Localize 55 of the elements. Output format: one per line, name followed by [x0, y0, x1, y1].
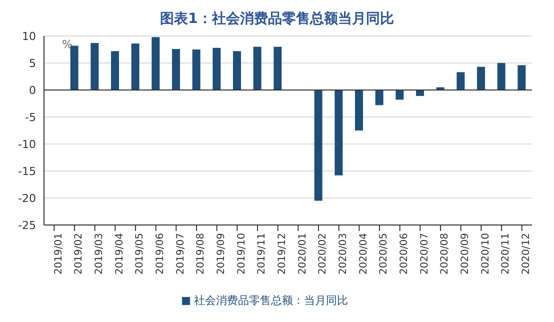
bar [334, 90, 343, 176]
chart-title: 图表1：社会消费品零售总额当月同比 [159, 10, 395, 29]
bar [355, 90, 363, 130]
x-tick-label: 2019/09 [216, 233, 227, 275]
bar [497, 63, 506, 90]
x-tick-label: 2020/05 [378, 233, 390, 275]
bar [477, 66, 485, 90]
bar [274, 46, 282, 90]
x-tick-label: 2020/04 [358, 233, 370, 275]
y-tick-label: 0 [29, 84, 36, 97]
x-tick-label: 2019/07 [175, 233, 186, 275]
bar [152, 37, 160, 90]
x-tick-label: 2020/02 [318, 233, 329, 275]
y-tick-label: -20 [18, 192, 36, 205]
y-tick-label: -25 [18, 218, 36, 232]
bar [172, 48, 180, 90]
x-tick-label: 2019/08 [196, 233, 207, 275]
legend-label: 社会消费品零售总额：当月同比 [194, 294, 348, 307]
x-tick-label: 2020/08 [440, 233, 451, 275]
bar [233, 51, 241, 90]
x-tick-label: 2019/10 [236, 233, 248, 275]
y-tick-label: 5 [29, 56, 36, 70]
x-tick-label: 2019/03 [94, 233, 105, 275]
x-tick-label: 2019/12 [276, 233, 288, 275]
x-tick-label: 2019/11 [256, 233, 268, 275]
bar [70, 46, 78, 90]
x-tick-label: 2020/10 [480, 233, 492, 275]
bar [456, 72, 465, 90]
y-tick-label: -10 [18, 138, 36, 151]
x-tick-label: 2020/11 [500, 233, 512, 275]
x-tick-label: 2019/06 [154, 233, 166, 275]
x-tick-label: 2020/09 [460, 233, 471, 275]
bar [131, 44, 140, 90]
bar [518, 65, 526, 90]
bar [253, 46, 262, 90]
x-tick-label: 2020/07 [419, 233, 430, 275]
x-tick-label: 2019/05 [134, 233, 146, 275]
bar [314, 90, 322, 201]
y-tick-label: -15 [18, 164, 36, 178]
y-tick-label: 10 [22, 30, 36, 43]
y-tick-label: -5 [25, 110, 36, 124]
bar [90, 43, 99, 90]
bar [111, 51, 119, 90]
x-tick-label: 2019/04 [114, 233, 126, 275]
x-tick-label: 2020/01 [297, 233, 308, 275]
bar [212, 48, 221, 90]
x-tick-label: 2019/02 [74, 233, 85, 275]
x-tick-label: 2019/01 [53, 233, 64, 275]
x-tick-label: 2020/03 [338, 233, 349, 275]
x-tick-label: 2020/12 [520, 233, 532, 275]
x-tick-label: 2020/06 [398, 233, 410, 275]
bar [375, 90, 384, 106]
bar [396, 90, 404, 100]
bar [416, 90, 424, 96]
bar [192, 50, 200, 90]
